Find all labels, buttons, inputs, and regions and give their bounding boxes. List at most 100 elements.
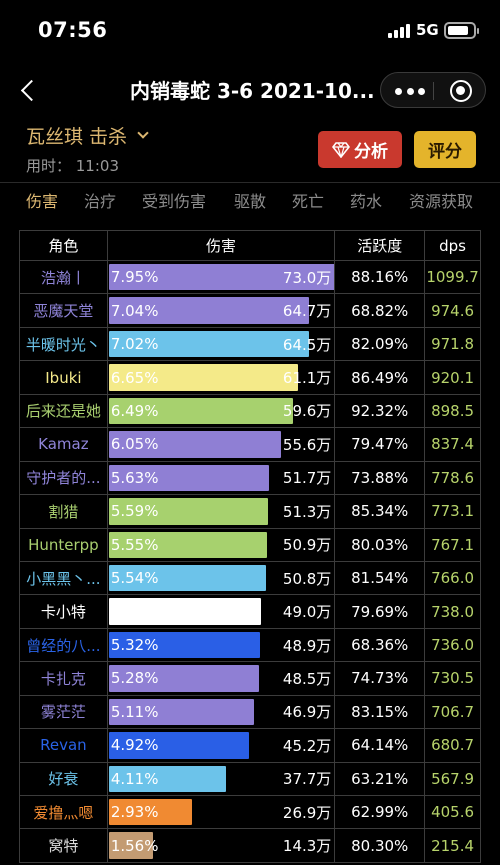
damage-amount: 26.9万 xyxy=(282,803,332,822)
damage-cell: 6.05% 55.6万 xyxy=(108,428,336,461)
tab-deaths[interactable]: 死亡 xyxy=(292,192,325,211)
dps-cell: 778.6 xyxy=(425,461,481,495)
role-cell: 爱撸灬嗯 xyxy=(20,796,108,829)
damage-percent: 5.54% xyxy=(110,569,159,588)
damage-amount: 48.5万 xyxy=(282,669,332,688)
tab-damage-taken[interactable]: 受到伤害 xyxy=(142,192,207,211)
role-name: Ibuki xyxy=(45,368,82,387)
role-cell: 守护者的... xyxy=(20,461,108,495)
role-cell: Ibuki xyxy=(20,361,108,394)
encounter-selector[interactable]: 瓦丝琪 击杀 xyxy=(26,122,149,149)
damage-cell: 5.54% 50.8万 xyxy=(108,561,336,595)
damage-cell: 5.55% 50.9万 xyxy=(108,528,336,561)
col-header-activity: 活跃度 xyxy=(335,231,426,260)
damage-bar xyxy=(108,832,153,859)
damage-amount: 55.6万 xyxy=(282,435,332,454)
damage-amount: 46.9万 xyxy=(282,703,332,722)
elapsed-time: 用时： 11:03 xyxy=(26,157,119,175)
activity-cell: 88.16% xyxy=(335,261,426,294)
activity-cell: 74.73% xyxy=(335,662,426,695)
table-row[interactable]: 雾茫茫 5.11% 46.9万 83.15% 706.7 xyxy=(20,695,481,730)
activity-cell: 85.34% xyxy=(335,495,426,528)
header-divider xyxy=(0,182,500,183)
damage-cell: 2.93% 26.9万 xyxy=(108,796,336,829)
damage-bar xyxy=(108,330,309,358)
tab-dispel[interactable]: 驱散 xyxy=(234,192,267,211)
damage-bar xyxy=(108,665,259,692)
damage-amount: 49.0万 xyxy=(282,603,332,622)
damage-percent: 5.32% xyxy=(110,636,159,655)
damage-cell: 7.02% 64.5万 xyxy=(108,327,336,361)
role-name: 守护者的... xyxy=(26,469,101,488)
table-row[interactable]: 割猎 5.59% 51.3万 85.34% 773.1 xyxy=(20,495,481,529)
role-name: 小黑黑丶... xyxy=(26,569,101,588)
role-cell: 浩瀚丨 xyxy=(20,261,108,294)
close-button[interactable] xyxy=(450,80,472,102)
encounter-header: 瓦丝琪 击杀 用时： 11:03 xyxy=(26,122,149,176)
table-row[interactable]: 恶魔天堂 7.04% 64.7万 68.82% 974.6 xyxy=(20,294,481,328)
damage-amount: 64.5万 xyxy=(282,335,332,354)
damage-bar xyxy=(108,564,266,592)
table-row[interactable]: 守护者的... 5.63% 51.7万 73.88% 778.6 xyxy=(20,461,481,496)
table-row[interactable]: 好衰 4.11% 37.7万 63.21% 567.9 xyxy=(20,762,481,796)
table-row[interactable]: Revan 4.92% 45.2万 64.14% 680.7 xyxy=(20,729,481,763)
back-button[interactable] xyxy=(14,74,42,106)
tab-healing[interactable]: 治疗 xyxy=(84,192,117,211)
status-time: 07:56 xyxy=(38,18,108,42)
score-button[interactable]: 评分 xyxy=(414,131,476,168)
damage-amount: 51.3万 xyxy=(282,502,332,521)
table-row[interactable]: 小黑黑丶... 5.54% 50.8万 81.54% 766.0 xyxy=(20,561,481,596)
damage-percent: 4.11% xyxy=(110,769,159,788)
damage-percent: 5.59% xyxy=(110,502,159,521)
table-row[interactable]: 浩瀚丨 7.95% 73.0万 88.16% 1099.7 xyxy=(20,261,481,295)
tab-potions[interactable]: 药水 xyxy=(350,192,383,211)
damage-cell: 5.59% 51.3万 xyxy=(108,495,336,528)
activity-cell: 79.69% xyxy=(335,595,426,628)
more-button[interactable] xyxy=(395,86,425,96)
table-row[interactable]: 后来还是她 6.49% 59.6万 92.32% 898.5 xyxy=(20,394,481,429)
damage-bar xyxy=(108,598,261,625)
table-row[interactable]: 窝特 1.56% 14.3万 80.30% 215.4 xyxy=(20,829,481,863)
activity-cell: 79.47% xyxy=(335,428,426,461)
damage-amount: 50.9万 xyxy=(282,536,332,555)
role-name: 半暖时光丶 xyxy=(25,335,101,354)
damage-amount: 59.6万 xyxy=(282,402,332,421)
table-row[interactable]: 半暖时光丶 7.02% 64.5万 82.09% 971.8 xyxy=(20,327,481,362)
damage-bar xyxy=(108,698,254,726)
damage-percent: 2.93% xyxy=(110,803,159,822)
role-cell: 小黑黑丶... xyxy=(20,561,108,595)
damage-amount: 14.3万 xyxy=(282,837,332,856)
activity-cell: 62.99% xyxy=(335,796,426,829)
table-row[interactable]: Ibuki 6.65% 61.1万 86.49% 920.1 xyxy=(20,361,481,395)
encounter-name: 瓦丝琪 击杀 xyxy=(26,126,128,148)
role-name: 浩瀚丨 xyxy=(40,268,86,287)
tab-resources[interactable]: 资源获取 xyxy=(409,192,474,211)
damage-bar xyxy=(108,765,226,792)
role-name: 雾茫茫 xyxy=(40,703,86,722)
col-header-dps: dps xyxy=(425,231,481,260)
tab-damage[interactable]: 伤害 xyxy=(26,192,59,211)
dps-cell: 974.6 xyxy=(425,294,481,327)
dps-cell: 215.4 xyxy=(425,829,481,862)
mini-program-capsule xyxy=(380,72,486,108)
table-row[interactable]: 卡扎克 5.28% 48.5万 74.73% 730.5 xyxy=(20,662,481,696)
role-cell: 卡扎克 xyxy=(20,662,108,695)
table-row[interactable]: 曾经的八... 5.32% 48.9万 68.36% 736.0 xyxy=(20,628,481,663)
dps-cell: 730.5 xyxy=(425,662,481,695)
damage-cell: 4.92% 45.2万 xyxy=(108,729,336,762)
role-name: 好衰 xyxy=(48,770,79,789)
nav-bar: 内销毒蛇 3-6 2021-10... xyxy=(0,60,500,120)
damage-bar xyxy=(108,631,260,659)
dps-cell: 766.0 xyxy=(425,561,481,595)
table-row[interactable]: 爱撸灬嗯 2.93% 26.9万 62.99% 405.6 xyxy=(20,796,481,830)
damage-cell: 4.11% 37.7万 xyxy=(108,762,336,795)
damage-amount: 64.7万 xyxy=(282,302,332,321)
analyze-button[interactable]: 分析 xyxy=(318,131,402,168)
table-row[interactable]: Hunterpp 5.55% 50.9万 80.03% 767.1 xyxy=(20,528,481,562)
role-name: 割猎 xyxy=(48,502,79,521)
table-row[interactable]: Kamaz 6.05% 55.6万 79.47% 837.4 xyxy=(20,428,481,462)
role-cell: 恶魔天堂 xyxy=(20,294,108,327)
activity-cell: 82.09% xyxy=(335,327,426,361)
damage-cell: 1.56% 14.3万 xyxy=(108,829,336,862)
table-row[interactable]: 卡小特 5.33% 49.0万 79.69% 738.0 xyxy=(20,595,481,629)
